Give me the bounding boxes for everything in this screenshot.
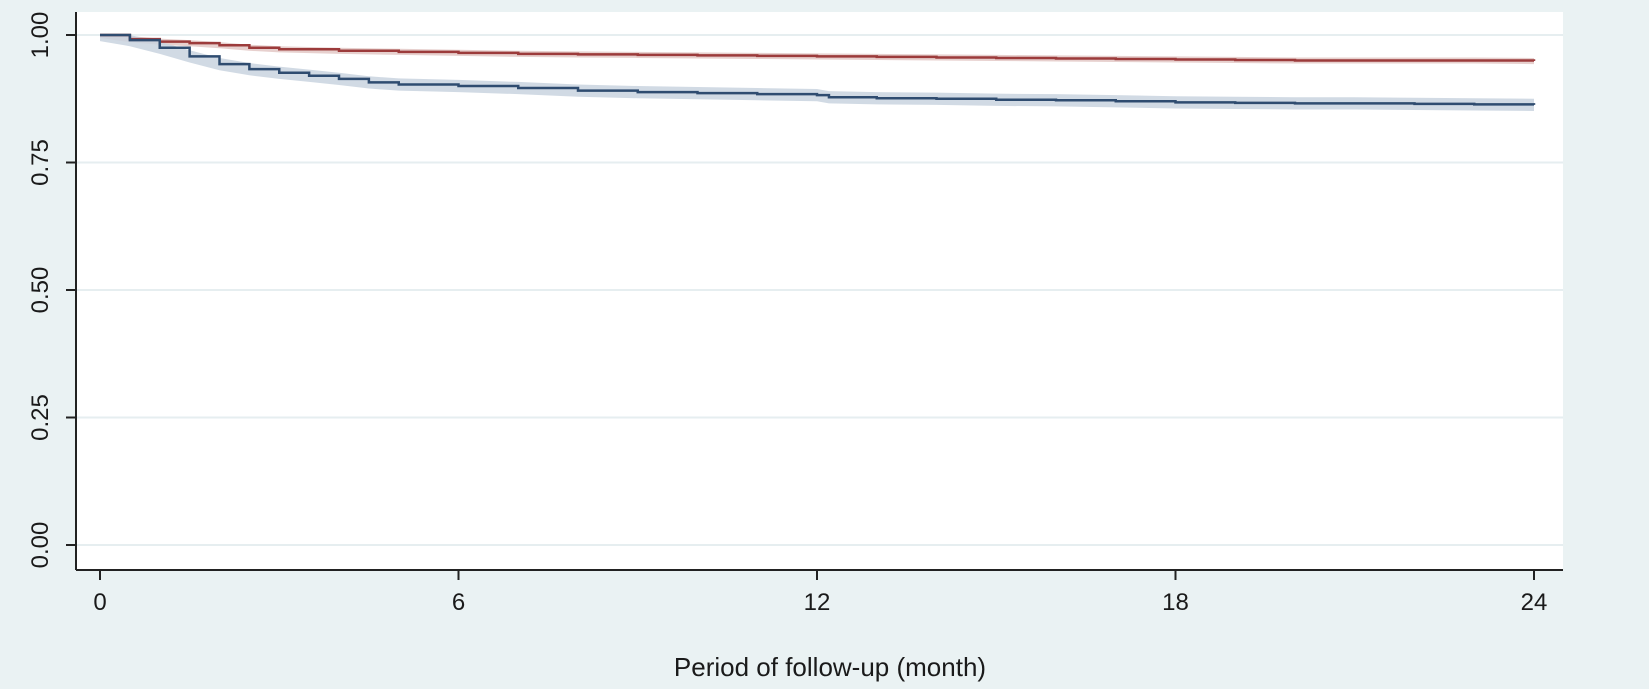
series-0-line: [100, 33, 1536, 62]
x-tick-label-4: 24: [1521, 589, 1548, 616]
series-0-confidence-band: [100, 35, 1534, 65]
y-tick-label-4: 1.00: [27, 12, 54, 59]
y-tick-label-0: 0.00: [27, 522, 54, 569]
x-axis-title: Period of follow-up (month): [674, 652, 986, 682]
x-tick-label-0: 0: [93, 589, 106, 616]
x-tick-label-3: 18: [1162, 589, 1189, 616]
x-tick-label-1: 6: [452, 589, 465, 616]
y-tick-label-2: 0.50: [27, 267, 54, 314]
x-tick-label-2: 12: [804, 589, 831, 616]
series-1-confidence-band: [100, 35, 1534, 111]
series-1-line: [100, 33, 1536, 106]
y-tick-label-3: 0.75: [27, 139, 54, 186]
y-tick-label-1: 0.25: [27, 394, 54, 441]
plot-area: 0.00 0.25 0.50 0.75 1.00 0 6 12 18 24: [27, 12, 1563, 616]
